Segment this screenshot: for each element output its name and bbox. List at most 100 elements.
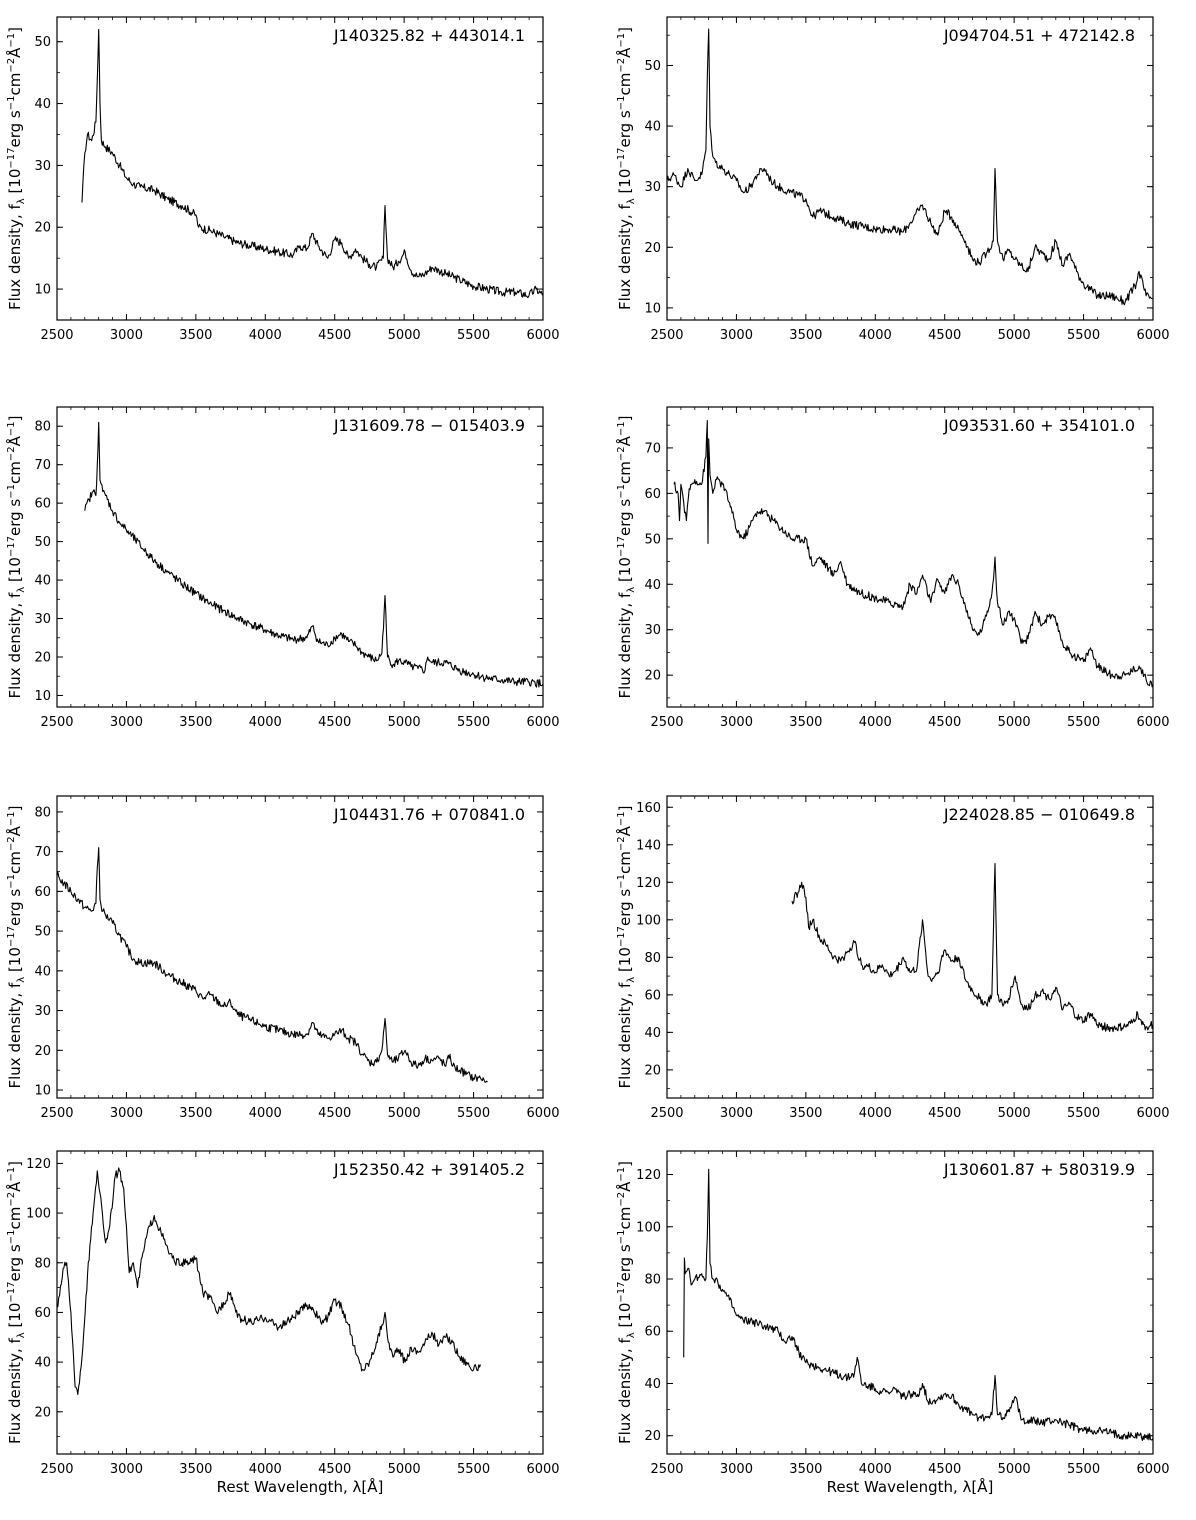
spectrum-panel-8: 2500 3000 3500 4000 4500 5000 5500 6000 20 40 60 80… bbox=[615, 1150, 1170, 1496]
y-tick-label: 120 bbox=[26, 1157, 51, 1172]
y-tick-label: 40 bbox=[644, 1377, 661, 1392]
y-tick-label: 60 bbox=[644, 487, 661, 502]
x-tick-label: 4500 bbox=[928, 1106, 961, 1121]
x-tick-label: 3500 bbox=[789, 715, 822, 730]
x-tick-label: 5000 bbox=[388, 1106, 421, 1121]
x-tick-label: 2500 bbox=[40, 1462, 73, 1477]
plot-frame bbox=[666, 406, 1154, 708]
x-tick-label: 5500 bbox=[1067, 328, 1100, 343]
y-tick-label: 70 bbox=[34, 845, 51, 860]
y-tick-label: 30 bbox=[644, 180, 661, 195]
x-tick-label: 2500 bbox=[40, 328, 73, 343]
spectrum-panel-2: 2500 3000 3500 4000 4500 5000 5500 6000 10 20 30 40… bbox=[615, 16, 1170, 343]
x-tick-label: 3000 bbox=[720, 1462, 753, 1477]
y-tick-label: 100 bbox=[26, 1207, 51, 1222]
y-tick-label: 80 bbox=[644, 1272, 661, 1287]
y-tick-label: 80 bbox=[34, 420, 51, 435]
y-tick-label: 20 bbox=[34, 651, 51, 666]
y-tick-label: 30 bbox=[34, 1004, 51, 1019]
x-tick-label: 4500 bbox=[318, 328, 351, 343]
x-tick-label: 4500 bbox=[928, 328, 961, 343]
plot-frame bbox=[56, 1150, 544, 1455]
spectrum-panel-1: 2500 3000 3500 4000 4500 5000 5500 6000 10 20 30 40… bbox=[5, 16, 560, 343]
y-tick-label: 70 bbox=[34, 458, 51, 473]
y-tick-label: 50 bbox=[34, 535, 51, 550]
x-tick-label: 4500 bbox=[318, 715, 351, 730]
x-axis-label: Rest Wavelength, λ[Å] bbox=[827, 1477, 994, 1496]
x-tick-label: 3500 bbox=[789, 1106, 822, 1121]
y-tick-label: 40 bbox=[644, 578, 661, 593]
object-name: J152350.42 + 391405.2 bbox=[333, 1160, 525, 1179]
x-tick-label: 5500 bbox=[1067, 715, 1100, 730]
y-tick-label: 60 bbox=[34, 885, 51, 900]
y-tick-label: 50 bbox=[34, 925, 51, 940]
x-tick-label: 5500 bbox=[457, 715, 490, 730]
plot-frame bbox=[666, 16, 1154, 321]
spectrum-line bbox=[56, 847, 488, 1083]
x-tick-label: 6000 bbox=[1136, 1462, 1169, 1477]
y-axis-label: Flux density, fλ [10−17erg s−1cm−2Å−1] bbox=[5, 416, 27, 699]
spectrum-line bbox=[84, 421, 544, 688]
x-tick-label: 6000 bbox=[526, 715, 559, 730]
x-tick-label: 5500 bbox=[457, 1462, 490, 1477]
y-axis-label: Flux density, fλ [10−17erg s−1cm−2Å−1] bbox=[5, 1161, 27, 1444]
y-tick-label: 100 bbox=[636, 913, 661, 928]
y-tick-label: 20 bbox=[644, 669, 661, 684]
spectrum-panel-7: 2500 3000 3500 4000 4500 5000 5500 6000 20 40 60 80… bbox=[5, 1150, 560, 1496]
y-axis-label: Flux density, fλ [10−17erg s−1cm−2Å−1] bbox=[5, 806, 27, 1089]
y-tick-label: 60 bbox=[34, 497, 51, 512]
x-tick-label: 4500 bbox=[928, 1462, 961, 1477]
spectrum-panel-4: 2500 3000 3500 4000 4500 5000 5500 6000 20 30 40 50… bbox=[615, 406, 1170, 730]
y-tick-label: 20 bbox=[34, 1405, 51, 1420]
y-tick-label: 70 bbox=[644, 441, 661, 456]
x-tick-label: 5000 bbox=[388, 1462, 421, 1477]
y-tick-label: 40 bbox=[34, 574, 51, 589]
y-tick-label: 10 bbox=[34, 1084, 51, 1099]
object-name: J140325.82 + 443014.1 bbox=[333, 26, 525, 45]
x-tick-label: 3500 bbox=[789, 328, 822, 343]
x-tick-label: 5000 bbox=[998, 1106, 1031, 1121]
y-axis-label: Flux density, fλ [10−17erg s−1cm−2Å−1] bbox=[615, 416, 637, 699]
x-tick-label: 3000 bbox=[110, 715, 143, 730]
y-axis-label: Flux density, fλ [10−17erg s−1cm−2Å−1] bbox=[615, 806, 637, 1089]
x-tick-label: 4000 bbox=[859, 1106, 892, 1121]
x-tick-label: 3500 bbox=[179, 1106, 212, 1121]
y-tick-label: 50 bbox=[644, 532, 661, 547]
spectrum-line bbox=[666, 28, 1154, 306]
x-tick-label: 3500 bbox=[789, 1462, 822, 1477]
y-tick-label: 10 bbox=[34, 689, 51, 704]
x-tick-label: 4500 bbox=[928, 715, 961, 730]
x-tick-label: 4000 bbox=[249, 1462, 282, 1477]
y-axis-label: Flux density, fλ [10−17erg s−1cm−2Å−1] bbox=[615, 1161, 637, 1444]
x-tick-label: 2500 bbox=[650, 328, 683, 343]
y-axis-label: Flux density, fλ [10−17erg s−1cm−2Å−1] bbox=[615, 27, 637, 310]
x-tick-label: 3500 bbox=[179, 1462, 212, 1477]
object-name: J130601.87 + 580319.9 bbox=[943, 1160, 1135, 1179]
y-tick-label: 60 bbox=[34, 1306, 51, 1321]
x-tick-label: 5000 bbox=[998, 715, 1031, 730]
y-tick-label: 80 bbox=[644, 951, 661, 966]
object-name: J093531.60 + 354101.0 bbox=[943, 416, 1135, 435]
x-tick-label: 5500 bbox=[1067, 1462, 1100, 1477]
y-tick-label: 20 bbox=[34, 1044, 51, 1059]
y-tick-label: 40 bbox=[644, 1026, 661, 1041]
x-tick-label: 5000 bbox=[388, 715, 421, 730]
x-tick-label: 3000 bbox=[720, 715, 753, 730]
x-tick-label: 5500 bbox=[457, 1106, 490, 1121]
x-tick-label: 3000 bbox=[110, 1106, 143, 1121]
x-tick-label: 2500 bbox=[650, 1462, 683, 1477]
x-tick-label: 6000 bbox=[1136, 1106, 1169, 1121]
y-tick-label: 100 bbox=[636, 1220, 661, 1235]
y-tick-label: 140 bbox=[636, 838, 661, 853]
x-tick-label: 4000 bbox=[859, 715, 892, 730]
y-tick-label: 80 bbox=[34, 805, 51, 820]
plot-frame bbox=[666, 1150, 1154, 1455]
spectrum-panel-3: 2500 3000 3500 4000 4500 5000 5500 6000 10 20 30 40… bbox=[5, 406, 560, 730]
y-tick-label: 10 bbox=[34, 283, 51, 298]
x-tick-label: 3000 bbox=[110, 328, 143, 343]
spectrum-panel-6: 2500 3000 3500 4000 4500 5000 5500 6000 20 40 60 80… bbox=[615, 795, 1170, 1121]
x-tick-label: 5500 bbox=[457, 328, 490, 343]
y-tick-label: 20 bbox=[644, 1063, 661, 1078]
x-tick-label: 5000 bbox=[998, 1462, 1031, 1477]
spectrum-line bbox=[791, 862, 1154, 1033]
